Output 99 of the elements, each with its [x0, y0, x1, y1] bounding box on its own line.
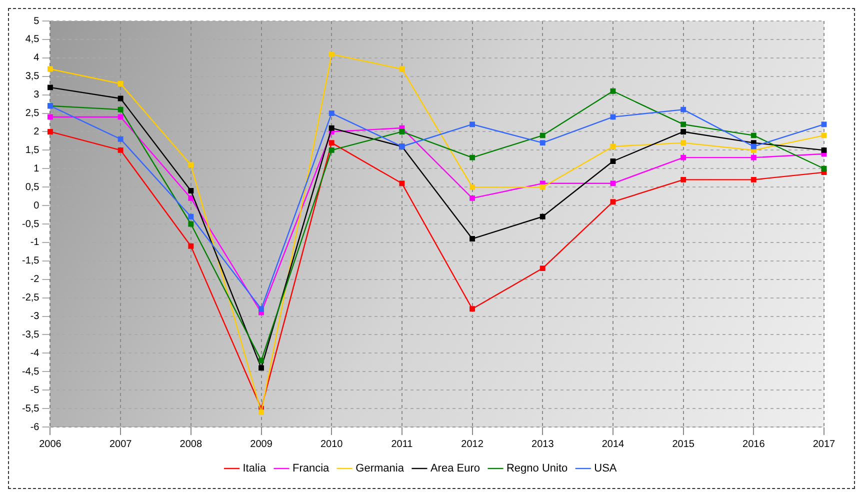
point: [188, 188, 194, 194]
y-tick-label: 4,5: [25, 34, 40, 46]
point: [118, 96, 124, 102]
y-tick-label: -0,5: [22, 218, 40, 230]
point: [540, 214, 546, 220]
x-tick-label: 2011: [391, 438, 414, 450]
y-tick-label: -3: [30, 311, 40, 322]
point: [48, 129, 53, 134]
point: [258, 306, 264, 312]
legend-label: Germania: [356, 462, 405, 475]
x-tick-label: 2006: [39, 438, 62, 450]
y-tick-label: 3,5: [25, 71, 40, 82]
point: [188, 195, 194, 201]
y-tick-label: -5: [30, 384, 40, 396]
y-tick-label: -1: [30, 237, 40, 248]
point: [610, 180, 616, 186]
point: [750, 176, 756, 182]
point: [821, 166, 827, 172]
point: [540, 266, 546, 272]
legend-label: Francia: [292, 462, 330, 475]
point: [750, 144, 756, 150]
legend-label: Regno Unito: [506, 462, 568, 475]
y-tick-label: 3: [34, 90, 40, 101]
point: [118, 147, 124, 153]
point: [470, 195, 476, 201]
point: [750, 154, 756, 160]
point: [680, 154, 686, 160]
y-tick-label: -2: [30, 274, 40, 286]
point: [470, 154, 476, 160]
x-tick-label: 2007: [109, 438, 132, 450]
y-tick-label: 1: [34, 163, 40, 174]
point: [470, 184, 476, 190]
point: [188, 162, 194, 168]
point: [118, 81, 124, 86]
x-tick-label: 2010: [320, 438, 344, 450]
point: [118, 114, 124, 120]
x-tick-label: 2017: [812, 438, 836, 450]
point: [399, 66, 405, 72]
point: [48, 66, 53, 72]
point: [470, 306, 476, 312]
x-tick-label: 2008: [180, 438, 202, 450]
point: [680, 122, 686, 128]
y-tick-label: -4: [30, 348, 40, 359]
point: [821, 122, 827, 128]
point: [540, 132, 546, 138]
x-tick-label: 2016: [742, 438, 766, 450]
point: [821, 132, 827, 138]
y-tick-label: -3,5: [22, 329, 40, 340]
x-tick-label: 2013: [532, 438, 554, 450]
point: [188, 221, 194, 227]
point: [399, 129, 405, 134]
point: [399, 180, 405, 186]
point: [328, 147, 334, 153]
point: [540, 140, 546, 146]
point: [470, 122, 476, 128]
point: [610, 199, 616, 205]
point: [750, 132, 756, 138]
x-tick-label: 2015: [672, 438, 695, 450]
point: [328, 140, 334, 146]
legend-label: Area Euro: [430, 462, 480, 475]
point: [821, 147, 827, 153]
y-tick-label: 2,5: [25, 108, 40, 120]
y-tick-label: 0,5: [25, 182, 40, 193]
point: [610, 114, 616, 120]
x-tick-label: 2009: [250, 438, 273, 450]
point: [328, 110, 334, 116]
point: [188, 214, 194, 220]
point: [680, 106, 686, 112]
y-tick-label: 5: [34, 16, 40, 27]
y-tick-label: -5,5: [22, 403, 40, 414]
y-tick-label: -1,5: [22, 256, 40, 267]
point: [680, 140, 686, 146]
y-tick-label: 4: [34, 52, 40, 64]
point: [258, 410, 264, 415]
legend-label: USA: [594, 462, 618, 475]
point: [680, 176, 686, 182]
point: [258, 358, 264, 364]
point: [48, 114, 53, 120]
y-tick-label: 0: [34, 200, 40, 212]
point: [118, 106, 124, 112]
point: [680, 129, 686, 134]
point: [258, 365, 264, 371]
y-tick-label: -6: [30, 422, 40, 433]
point: [610, 158, 616, 164]
point: [470, 236, 476, 242]
point: [610, 88, 616, 94]
x-tick-label: 2012: [461, 438, 484, 450]
point: [328, 51, 334, 57]
point: [188, 243, 194, 249]
y-tick-label: -4,5: [22, 366, 40, 378]
y-tick-label: -2,5: [22, 292, 40, 304]
point: [540, 184, 546, 190]
x-tick-label: 2014: [602, 438, 625, 450]
y-tick-label: 1,5: [25, 144, 40, 156]
point: [328, 125, 334, 131]
legend-label: Italia: [242, 462, 267, 475]
y-tick-label: 2: [34, 126, 40, 138]
point: [118, 136, 124, 142]
point: [48, 84, 53, 90]
